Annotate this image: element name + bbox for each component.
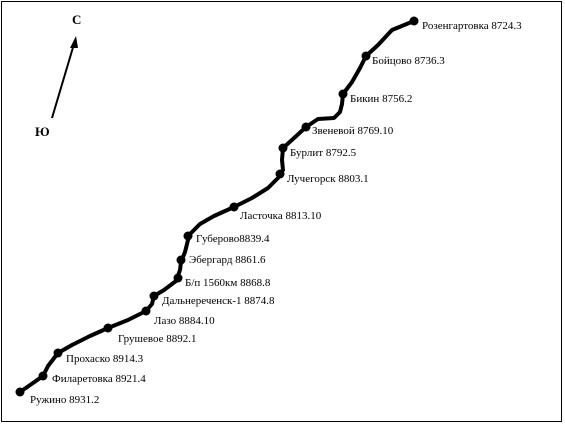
- station-dot-lastochka: [229, 202, 239, 212]
- station-label-rozengartovka: Розенгартовка 8724.3: [422, 20, 522, 32]
- map-frame: [1, 1, 562, 422]
- station-dot-rozengartovka: [409, 16, 419, 26]
- north-arrow-icon: [70, 36, 78, 48]
- station-label-boytsovo: Бойцово 8736.3: [372, 55, 445, 67]
- station-dot-lazo: [141, 306, 151, 316]
- station-label-ruzhino: Ружино 8931.2: [30, 394, 99, 406]
- station-label-bp1560: Б/п 1560км 8868.8: [185, 277, 271, 289]
- station-dot-bp1560: [173, 273, 183, 283]
- station-label-lastochka: Ласточка 8813.10: [240, 210, 322, 222]
- station-dot-zvenevoy: [301, 122, 311, 132]
- station-label-dalnerechensk: Дальнереченск-1 8874.8: [162, 295, 275, 307]
- station-dot-prokhasko: [53, 348, 63, 358]
- station-dot-ebergard: [176, 255, 186, 265]
- station-label-bikin: Бикин 8756.2: [350, 93, 412, 105]
- station-label-luchegorsk: Лучегорск 8803.1: [287, 173, 369, 185]
- station-dot-filaretovka: [38, 371, 48, 381]
- station-label-ebergard: Эбергард 8861.6: [189, 254, 266, 266]
- station-labels: Розенгартовка 8724.3 Бойцово 8736.3 Бики…: [30, 20, 522, 406]
- railway-line: [18, 19, 416, 394]
- station-dot-burlit: [278, 143, 288, 153]
- station-dot-bikin: [338, 89, 348, 99]
- station-dot-grushevoe: [103, 323, 113, 333]
- station-label-prokhasko: Прохаско 8914.3: [66, 353, 144, 365]
- station-label-guberovo: Губерово8839.4: [196, 233, 270, 245]
- station-label-burlit: Бурлит 8792.5: [290, 147, 357, 159]
- compass-south-label: Ю: [35, 124, 50, 139]
- station-dot-ruzhino: [15, 387, 25, 397]
- compass-north-label: С: [72, 12, 81, 27]
- station-dot-luchegorsk: [275, 169, 285, 179]
- station-dot-dalnerechensk: [149, 291, 159, 301]
- station-label-filaretovka: Филаретовка 8921.4: [52, 373, 146, 385]
- station-label-grushevoe: Грушевое 8892.1: [118, 333, 197, 345]
- north-arrow-line: [51, 43, 75, 119]
- station-label-zvenevoy: Звеневой 8769.10: [312, 125, 394, 137]
- station-markers: [15, 16, 419, 397]
- station-dot-boytsovo: [361, 51, 371, 61]
- station-label-lazo: Лазо 8884.10: [154, 315, 215, 327]
- station-dot-guberovo: [183, 231, 193, 241]
